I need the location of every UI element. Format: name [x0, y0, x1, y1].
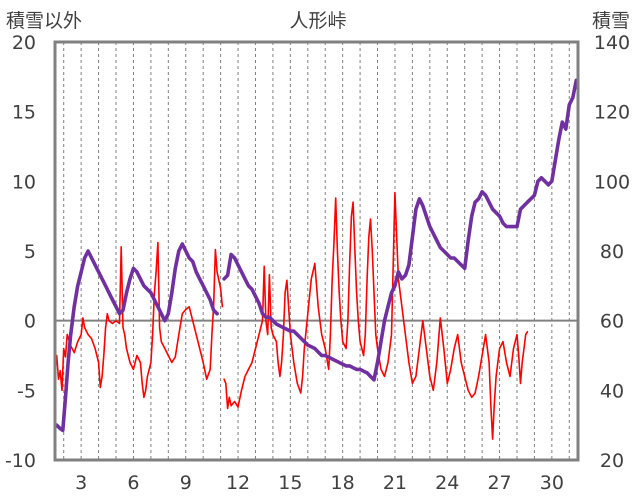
y-axis-left: 20 15 10 5 0 -5 -10 — [5, 32, 36, 472]
y-tick-label-right: 20 — [600, 450, 624, 472]
x-tick-label: 12 — [226, 472, 250, 494]
y-tick-label-right: 80 — [600, 241, 624, 263]
plot-frame — [53, 40, 580, 462]
y-tick-label-left: 10 — [12, 171, 36, 193]
y-tick-label-right: 120 — [594, 102, 630, 124]
x-tick-label: 27 — [487, 472, 511, 494]
grid — [63, 42, 570, 460]
snow-depth-line — [222, 78, 579, 382]
series-layer — [54, 78, 579, 440]
x-tick-label: 30 — [540, 472, 564, 494]
x-tick-label: 6 — [127, 472, 139, 494]
y-tick-label-right: 40 — [600, 380, 624, 402]
y-tick-label-left: -10 — [5, 450, 36, 472]
y-tick-label-left: 15 — [12, 102, 36, 124]
y-tick-label-left: 20 — [12, 32, 36, 54]
x-axis: 3 6 9 12 15 18 21 24 27 30 — [75, 472, 564, 494]
y-tick-label-left: 5 — [24, 241, 36, 263]
x-tick-label: 24 — [435, 472, 459, 494]
y-tick-label-right: 100 — [594, 171, 630, 193]
chart-title: 人形峠 — [289, 10, 346, 32]
y-tick-label-right: 140 — [594, 32, 630, 54]
temperature-line — [223, 191, 529, 440]
x-tick-label: 18 — [331, 472, 355, 494]
temperature-line — [55, 241, 224, 399]
x-tick-label: 3 — [75, 472, 87, 494]
y-tick-label-right: 60 — [600, 311, 624, 333]
y-axis-right-label: 積雪 — [592, 10, 630, 32]
snow-depth-line — [54, 242, 219, 433]
y-tick-label-left: -5 — [17, 380, 36, 402]
y-axis-right: 140 120 100 80 60 40 20 — [594, 32, 630, 472]
y-tick-label-left: 0 — [24, 311, 36, 333]
x-tick-label: 21 — [383, 472, 407, 494]
x-tick-label: 15 — [278, 472, 302, 494]
x-tick-label: 9 — [180, 472, 192, 494]
y-axis-left-label: 積雪以外 — [6, 10, 82, 32]
